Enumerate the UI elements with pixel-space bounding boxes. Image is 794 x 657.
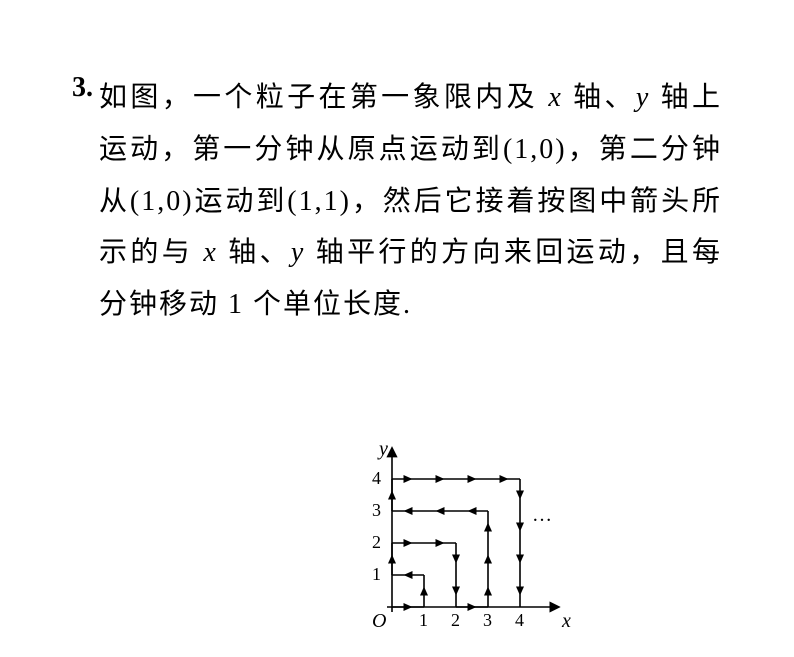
italic-y-1: y <box>636 82 650 113</box>
text-seg-0: 如图，一个粒子在第一象限内及 <box>99 82 548 113</box>
origin-label: O <box>372 610 386 633</box>
problem-text: 如图，一个粒子在第一象限内及 x 轴、y 轴上运动，第一分钟从原点运动到(1,0… <box>99 72 722 331</box>
y-axis-label: y <box>379 438 388 461</box>
problem-block: 3. 如图，一个粒子在第一象限内及 x 轴、y 轴上运动，第一分钟从原点运动到(… <box>72 72 722 331</box>
particle-path-figure: y x O … 12341234 <box>347 442 587 652</box>
x-tick-2: 2 <box>451 610 460 631</box>
italic-x-1: x <box>548 82 562 113</box>
text-seg-3: 轴、 <box>218 237 291 268</box>
y-tick-2: 2 <box>372 532 381 553</box>
y-tick-4: 4 <box>372 468 381 489</box>
x-tick-3: 3 <box>483 610 492 631</box>
x-tick-1: 1 <box>419 610 428 631</box>
text-seg-1: 轴、 <box>563 82 636 113</box>
y-tick-3: 3 <box>372 500 381 521</box>
italic-x-2: x <box>203 237 217 268</box>
y-tick-1: 1 <box>372 564 381 585</box>
italic-y-2: y <box>291 237 305 268</box>
x-tick-4: 4 <box>515 610 524 631</box>
problem-number: 3. <box>72 72 93 331</box>
x-axis-label: x <box>562 610 571 633</box>
page-content: 3. 如图，一个粒子在第一象限内及 x 轴、y 轴上运动，第一分钟从原点运动到(… <box>72 72 722 331</box>
ellipsis: … <box>532 504 554 527</box>
